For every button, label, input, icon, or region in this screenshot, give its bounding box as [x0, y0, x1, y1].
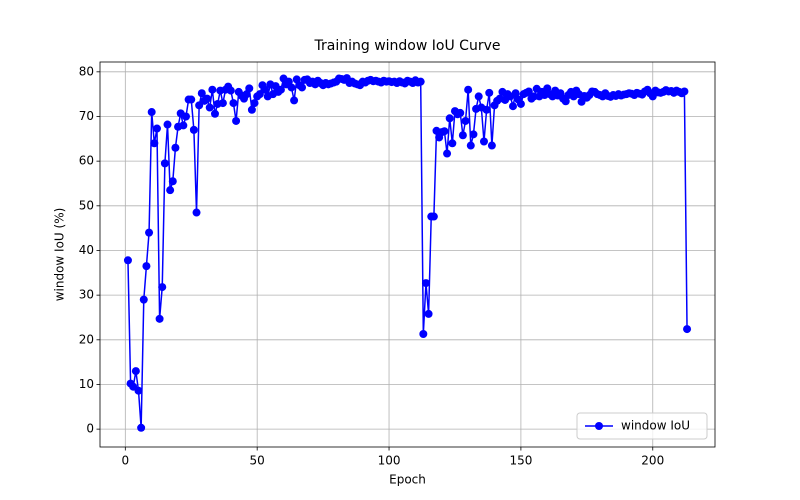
legend-box — [576, 412, 708, 440]
y-tick-label: 20 — [79, 332, 94, 346]
marker — [226, 86, 235, 95]
x-tick-label: 100 — [378, 454, 401, 468]
marker — [276, 85, 285, 94]
marker — [205, 103, 214, 112]
marker — [147, 108, 156, 117]
marker — [245, 84, 254, 93]
marker — [197, 89, 206, 98]
y-tick-label: 30 — [79, 288, 94, 302]
marker — [187, 95, 196, 104]
marker — [150, 139, 159, 148]
x-tick-label: 200 — [641, 454, 664, 468]
marker — [474, 92, 483, 101]
legend-marker — [595, 422, 603, 430]
marker — [152, 124, 161, 133]
y-tick-label: 40 — [79, 243, 94, 257]
marker — [181, 112, 190, 121]
chart-title: Training window IoU Curve — [314, 38, 501, 54]
marker — [561, 97, 570, 106]
marker — [192, 208, 201, 217]
marker — [229, 99, 238, 108]
marker — [131, 367, 140, 376]
marker — [155, 314, 164, 323]
marker — [524, 87, 533, 96]
marker — [163, 120, 172, 129]
marker — [290, 96, 299, 105]
marker — [487, 141, 496, 150]
marker — [134, 386, 143, 395]
x-tick-label: 0 — [121, 454, 129, 468]
marker — [680, 87, 689, 96]
marker — [458, 131, 467, 140]
marker — [448, 139, 457, 148]
marker — [195, 101, 204, 110]
marker — [443, 149, 452, 158]
marker — [208, 85, 217, 94]
marker — [485, 88, 494, 97]
marker — [469, 130, 478, 139]
marker — [166, 186, 175, 195]
axes-frame — [99, 61, 716, 448]
marker — [456, 108, 465, 117]
marker — [516, 99, 525, 108]
y-tick-label: 60 — [79, 154, 94, 168]
legend-label: window IoU — [621, 419, 690, 433]
marker — [461, 116, 470, 125]
marker — [210, 109, 219, 118]
marker — [189, 125, 198, 134]
x-tick-label: 50 — [250, 454, 265, 468]
marker — [287, 83, 296, 92]
marker — [419, 330, 428, 339]
marker — [218, 99, 227, 108]
marker — [168, 177, 177, 186]
y-tick-label: 10 — [79, 377, 94, 391]
marker — [440, 127, 449, 136]
marker — [137, 423, 146, 432]
marker — [298, 83, 307, 92]
marker — [203, 94, 212, 103]
x-tick-label: 150 — [509, 454, 532, 468]
y-tick-label: 70 — [79, 109, 94, 123]
x-axis-label: Epoch — [389, 473, 426, 487]
marker — [255, 90, 264, 99]
marker — [158, 283, 167, 292]
marker — [247, 105, 256, 114]
marker — [421, 279, 430, 288]
marker — [160, 159, 169, 168]
marker — [482, 105, 491, 114]
marker — [424, 309, 433, 318]
marker — [139, 295, 148, 304]
marker — [123, 256, 132, 265]
marker — [261, 85, 270, 94]
marker — [464, 85, 473, 94]
marker — [445, 114, 454, 123]
marker — [479, 137, 488, 146]
marker — [142, 262, 151, 271]
marker — [511, 89, 520, 98]
marker — [171, 143, 180, 152]
marker — [683, 325, 692, 334]
marker — [508, 102, 517, 111]
y-axis-label: window IoU (%) — [53, 208, 67, 302]
marker — [429, 212, 438, 221]
marker — [416, 77, 425, 86]
marker — [232, 116, 241, 125]
marker — [466, 141, 475, 150]
y-tick-label: 0 — [86, 422, 94, 436]
marker — [250, 99, 259, 108]
marker — [145, 228, 154, 237]
y-tick-label: 80 — [79, 64, 94, 78]
y-tick-label: 50 — [79, 198, 94, 212]
marker — [179, 121, 188, 130]
